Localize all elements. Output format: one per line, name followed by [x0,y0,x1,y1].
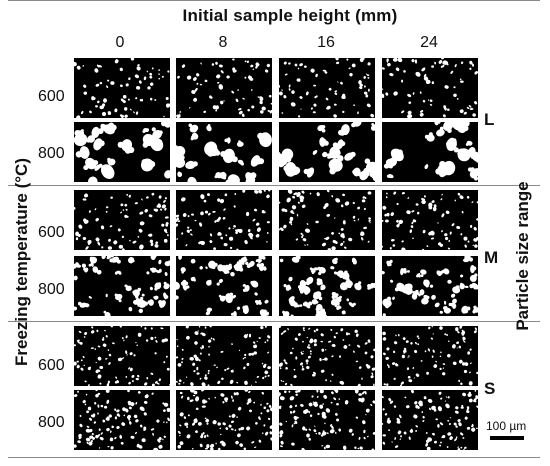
row-label-m-600: 600 [38,224,65,241]
column-axis-title: Initial sample height (mm) [182,6,398,25]
micrograph-panel-m-800-col0 [74,256,170,316]
micrograph-panel-l-800-col1 [176,122,272,182]
group-label-s: S [484,379,496,398]
row-label-s-600: 600 [38,357,65,374]
column-header-1: 8 [218,34,228,51]
group-label-l: L [484,110,495,129]
micrograph-panel-m-600-col0 [74,190,170,250]
column-header-3: 24 [420,34,438,51]
bottom-rule [8,457,540,458]
micrograph-panel-m-800-col3 [382,256,478,316]
micrograph-panel-s-600-col1 [176,326,272,386]
micrograph-panel-m-800-col1 [176,256,272,316]
left-axis-label: Freezing temperature (°C) [12,157,31,367]
group-divider-lm [8,185,540,186]
micrograph-panel-l-800-col0 [74,122,170,182]
micrograph-panel-m-600-col1 [176,190,272,250]
column-header-2: 16 [317,34,335,51]
micrograph-panel-s-800-col0 [74,390,170,450]
column-header-0: 0 [115,34,125,51]
scale-bar [490,436,524,440]
micrograph-panel-m-600-col3 [382,190,478,250]
micrograph-panel-m-600-col2 [279,190,375,250]
micrograph-panel-m-800-col2 [279,256,375,316]
micrograph-panel-l-800-col3 [382,122,478,182]
micrograph-panel-l-600-col0 [74,58,170,118]
right-axis-label: Particle size range [513,181,532,331]
row-label-l-800: 800 [38,145,65,162]
top-rule [8,0,540,1]
row-label-m-800: 800 [38,281,65,298]
micrograph-panel-s-800-col3 [382,390,478,450]
row-label-l-600: 600 [38,88,65,105]
micrograph-panel-l-600-col1 [176,58,272,118]
micrograph-panel-l-800-col2 [279,122,375,182]
micrograph-panel-l-600-col2 [279,58,375,118]
micrograph-panel-l-600-col3 [382,58,478,118]
row-label-s-800: 800 [38,414,65,431]
group-divider-ms [8,321,540,322]
micrograph-panel-s-800-col2 [279,390,375,450]
scale-bar-label: 100 µm [486,419,527,433]
micrograph-panel-s-600-col0 [74,326,170,386]
micrograph-panel-s-600-col2 [279,326,375,386]
micrograph-panel-s-600-col3 [382,326,478,386]
group-label-m: M [484,248,499,267]
micrograph-panel-s-800-col1 [176,390,272,450]
